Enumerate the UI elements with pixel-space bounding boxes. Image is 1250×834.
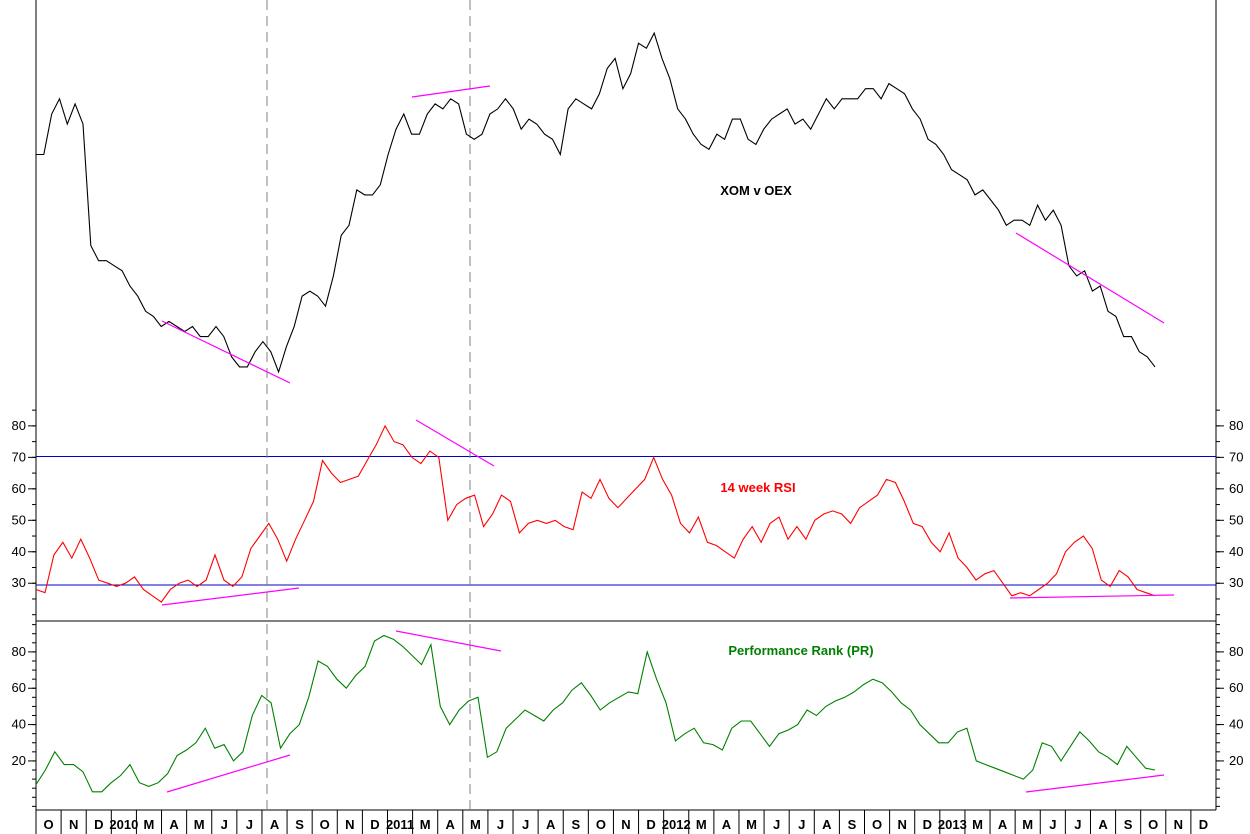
- rsi-tick-label-left: 80: [12, 418, 26, 433]
- month-label: J: [497, 817, 504, 832]
- month-label: A: [446, 817, 456, 832]
- month-label: 2012: [662, 817, 691, 832]
- pr-tick-label-right: 40: [1229, 717, 1243, 732]
- month-label: N: [897, 817, 906, 832]
- trendline-pr-2013: [1025, 774, 1165, 793]
- month-label: O: [320, 817, 330, 832]
- rsi-panel-title: 14 week RSI: [720, 480, 795, 495]
- month-label: 2011: [386, 817, 414, 832]
- trendline-price-low-2010: [161, 320, 291, 384]
- series-layer: [35, 31, 1156, 793]
- trendline-pr-2010: [166, 754, 291, 793]
- month-label: M: [696, 817, 707, 832]
- price-ratio-series: [36, 31, 1156, 374]
- pr-tick-label-left: 80: [12, 644, 26, 659]
- trendline-price-2013: [1015, 232, 1165, 324]
- month-label: J: [1074, 817, 1081, 832]
- month-label: M: [194, 817, 205, 832]
- rsi-tick-label-right: 40: [1229, 544, 1243, 559]
- pr-series: [35, 634, 1156, 793]
- month-label: J: [221, 817, 228, 832]
- month-label: O: [43, 817, 53, 832]
- month-label: M: [470, 817, 481, 832]
- pr-y-axis: 20 20 40 40 60 60 80 80: [12, 624, 1243, 807]
- trendline-rsi-2011: [415, 419, 495, 467]
- rsi-tick-label-right: 50: [1229, 512, 1243, 527]
- month-label: O: [596, 817, 606, 832]
- pr-tick-label-right: 60: [1229, 680, 1243, 695]
- month-label: 2013: [938, 817, 967, 832]
- rsi-tick-label-left: 50: [12, 512, 26, 527]
- rsi-tick-label-left: 60: [12, 481, 26, 496]
- rsi-tick-label-right: 60: [1229, 481, 1243, 496]
- pr-tick-label-left: 40: [12, 717, 26, 732]
- rsi-y-axis: 30 30 40 40 50 50 60 60 70 70 80 80: [12, 409, 1243, 616]
- price-panel-title: XOM v OEX: [720, 183, 792, 198]
- month-label: M: [144, 817, 155, 832]
- month-label: A: [546, 817, 556, 832]
- month-label: J: [798, 817, 805, 832]
- month-label: A: [1098, 817, 1108, 832]
- pr-tick-label-left: 60: [12, 680, 26, 695]
- month-label: A: [822, 817, 832, 832]
- month-label: A: [169, 817, 179, 832]
- trendlines: [161, 85, 1175, 793]
- month-label: S: [1124, 817, 1133, 832]
- month-label: S: [571, 817, 580, 832]
- rsi-tick-label-right: 30: [1229, 575, 1243, 590]
- month-label: N: [345, 817, 354, 832]
- month-label: M: [420, 817, 431, 832]
- trendline-price-high-2011: [411, 85, 491, 98]
- month-label: S: [848, 817, 857, 832]
- month-label: M: [972, 817, 983, 832]
- month-label: A: [998, 817, 1008, 832]
- month-label: J: [1049, 817, 1056, 832]
- pr-panel-title: Performance Rank (PR): [728, 643, 873, 658]
- month-label: D: [923, 817, 932, 832]
- month-label: A: [270, 817, 280, 832]
- month-label: A: [722, 817, 732, 832]
- month-label: D: [370, 817, 379, 832]
- rsi-tick-label-left: 40: [12, 544, 26, 559]
- trendline-pr-2011: [395, 630, 502, 652]
- month-label: N: [69, 817, 78, 832]
- rsi-tick-label-right: 80: [1229, 418, 1243, 433]
- month-label: M: [1022, 817, 1033, 832]
- pr-tick-label-right: 20: [1229, 753, 1243, 768]
- month-x-axis: O N D 2010 M A M J J A S O N D 2011 M A M J J A S O N D 2012 M A M J J…: [35, 810, 1208, 834]
- pr-tick-label-left: 20: [12, 753, 26, 768]
- month-label: M: [746, 817, 757, 832]
- month-label: J: [246, 817, 253, 832]
- month-label: S: [295, 817, 304, 832]
- month-label: N: [621, 817, 630, 832]
- pr-tick-label-right: 80: [1229, 644, 1243, 659]
- month-label: 2010: [109, 817, 138, 832]
- month-label: D: [1199, 817, 1208, 832]
- month-label: O: [872, 817, 882, 832]
- month-label: N: [1174, 817, 1183, 832]
- rsi-tick-label-left: 30: [12, 575, 26, 590]
- month-label: O: [1148, 817, 1158, 832]
- rsi-tick-label-left: 70: [12, 449, 26, 464]
- month-label: D: [646, 817, 655, 832]
- rsi-series: [35, 424, 1156, 603]
- trendline-rsi-2013: [1009, 594, 1175, 599]
- trendline-rsi-2010: [161, 587, 300, 606]
- month-label: D: [94, 817, 103, 832]
- rsi-tick-label-right: 70: [1229, 449, 1243, 464]
- month-label: J: [522, 817, 529, 832]
- month-label: J: [773, 817, 780, 832]
